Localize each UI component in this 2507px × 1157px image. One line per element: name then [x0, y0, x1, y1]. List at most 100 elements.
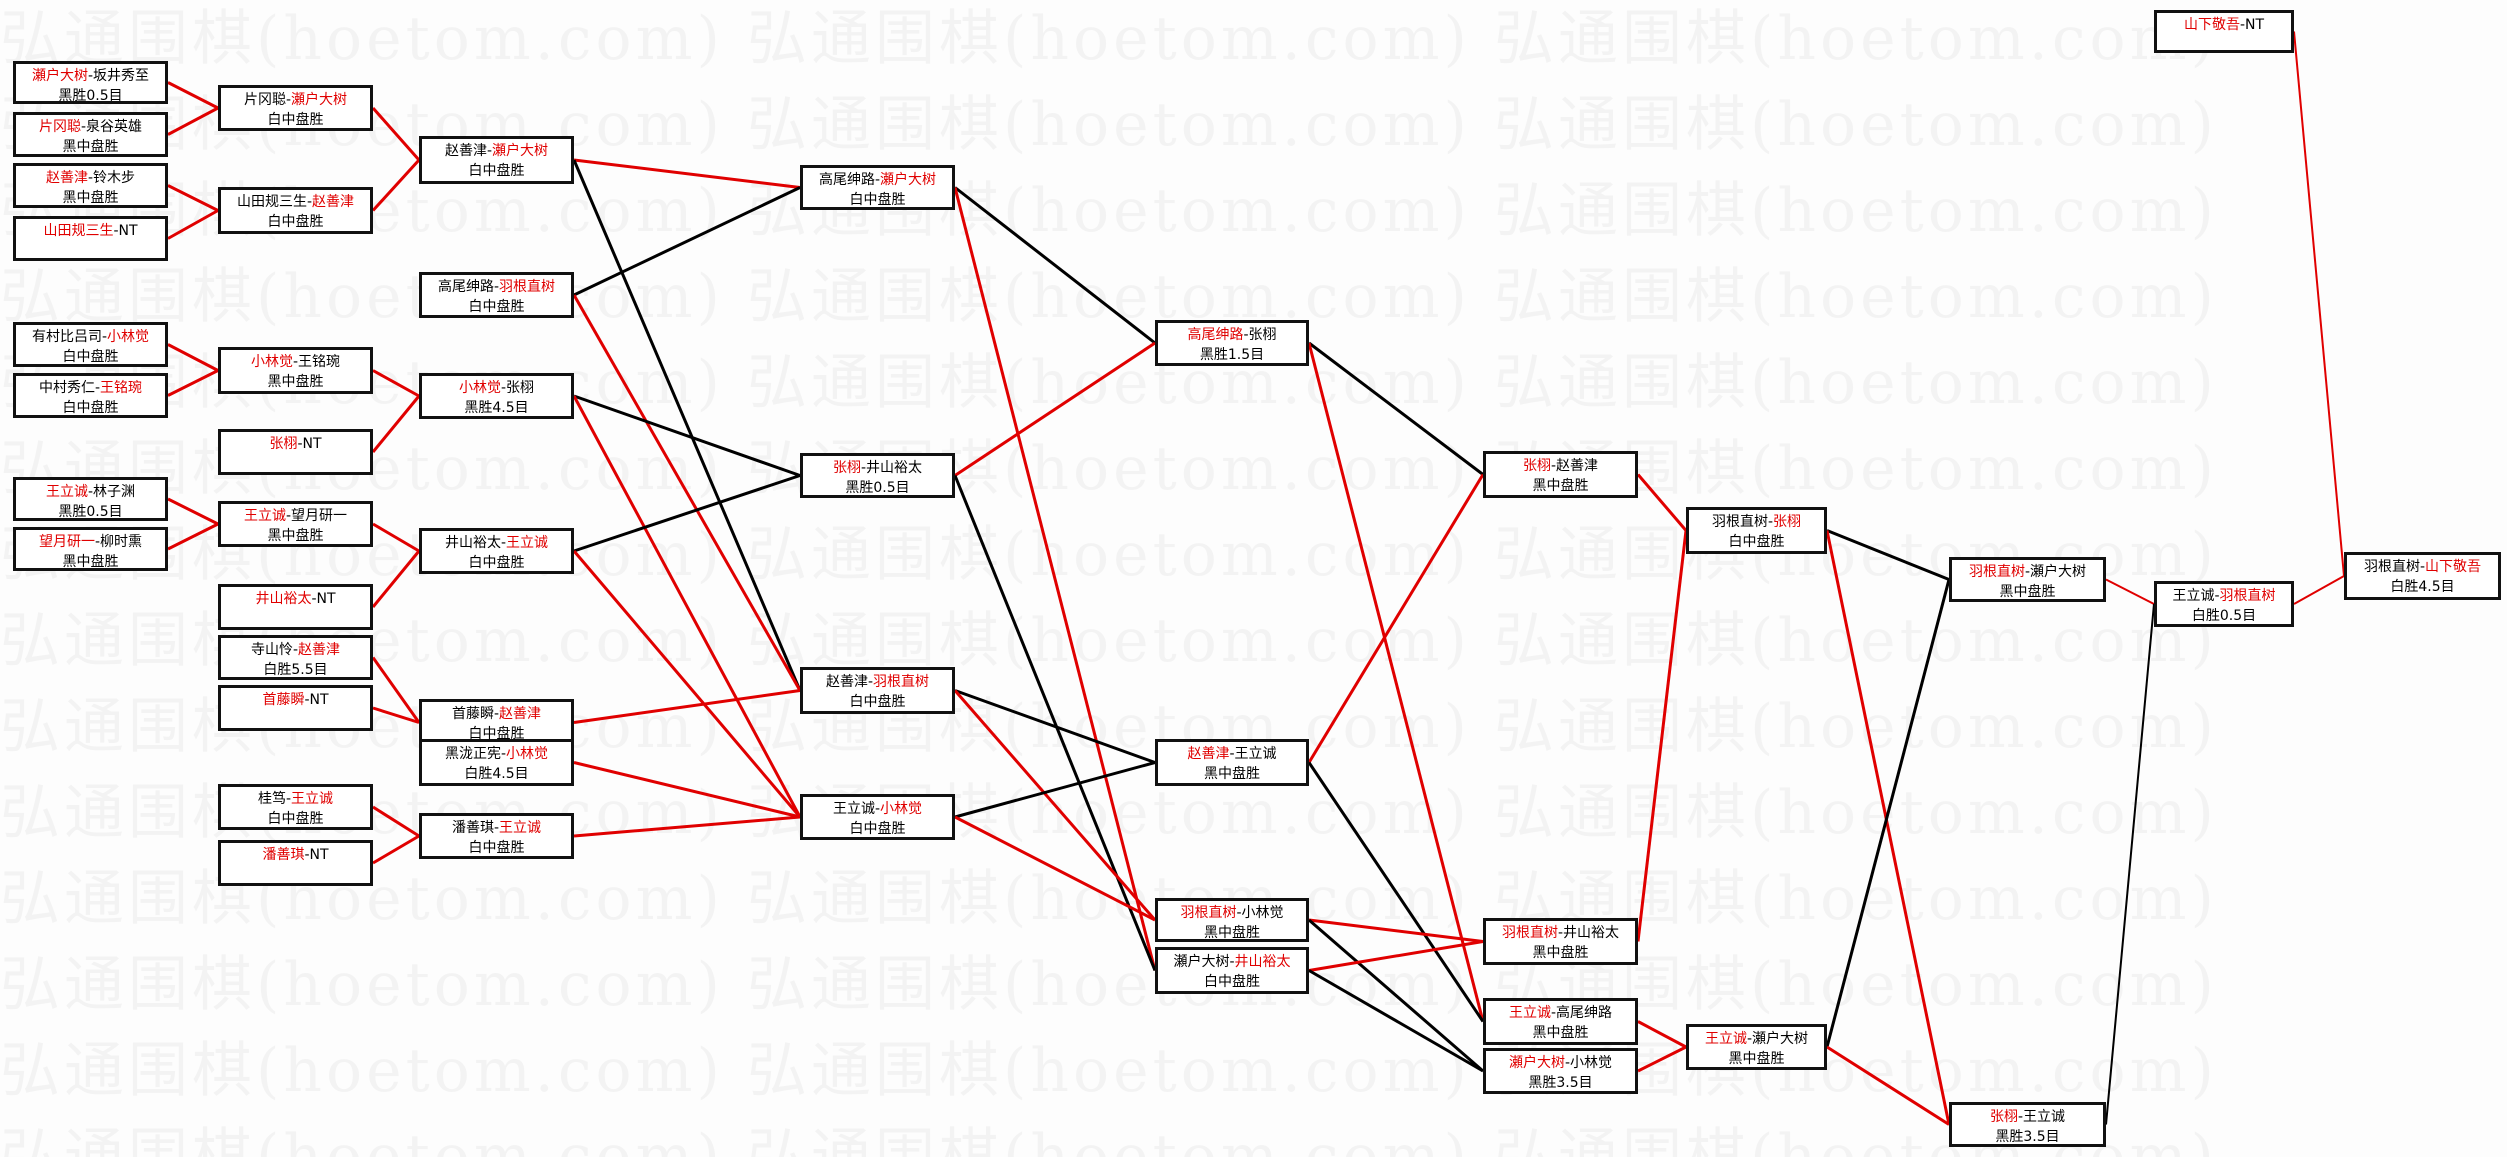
separator: - [1746, 1031, 1753, 1047]
loser-line [1826, 529, 1950, 581]
player-1: 潘善琪 [451, 820, 494, 836]
separator: - [500, 535, 507, 551]
match-players: 小林觉-王铭琬 [221, 352, 370, 372]
match-result: 白中盘胜 [468, 163, 525, 179]
player-1: 张栩 [832, 460, 861, 476]
player-1: 高尾绅路 [1187, 327, 1244, 343]
winner-line [1307, 342, 1485, 1022]
match-box: 瀬户大树-坂井秀至黑胜0.5目 [13, 61, 168, 104]
separator: - [87, 68, 94, 84]
match-box: 王立诚-高尾绅路 黑中盘胜 [1483, 998, 1638, 1045]
player-2: 王铭琬 [298, 354, 341, 370]
match-box: 张栩-井山裕太 黑胜0.5目 [800, 453, 955, 498]
winner-line [1636, 530, 1688, 942]
player-1: 王立诚 [832, 801, 875, 817]
winner-line [372, 706, 420, 724]
match-box: 高尾绅路-张栩黑胜1.5目 [1155, 320, 1309, 366]
separator: - [2017, 1109, 2024, 1125]
match-players: 黑泷正宪-小林觉 [422, 744, 571, 764]
match-result: 黑中盘胜 [267, 374, 324, 390]
player-1: 山下敬吾 [2183, 17, 2240, 33]
match-players: 首藤瞬-NT [221, 690, 370, 710]
winner-line [371, 158, 421, 212]
winner-line [167, 343, 219, 372]
player-2: 瀬户大树 [2030, 564, 2087, 580]
player-1: 潘善琪 [262, 847, 305, 863]
player-2: NT [316, 591, 336, 607]
match-players: 张栩-NT [221, 434, 370, 454]
player-1: 张栩 [1989, 1109, 2018, 1125]
winner-line [372, 369, 420, 398]
player-1: 赵善津 [1187, 746, 1230, 762]
match-box: 瀬户大树-井山裕太 白中盘胜 [1155, 947, 1309, 994]
match-box: 张栩-赵善津 黑中盘胜 [1483, 451, 1638, 498]
match-players: 赵善津-王立诚 [1158, 744, 1306, 764]
match-result: 白中盘胜 [267, 811, 324, 827]
separator: - [87, 484, 94, 500]
loser-line [573, 186, 801, 297]
match-box: 片冈聪-泉谷英雄 黑中盘胜 [13, 112, 168, 157]
match-box: 赵善津-瀬户大树 白中盘胜 [419, 136, 574, 184]
match-box: 赵善津-王立诚 黑中盘胜 [1155, 739, 1309, 786]
winner-line [1637, 1045, 1687, 1073]
match-result: 黑中盘胜 [1728, 1051, 1785, 1067]
match-players: 高尾绅路-张栩 [1158, 325, 1306, 345]
winner-line [572, 550, 802, 818]
match-box: 羽根直树-张栩 白中盘胜 [1686, 507, 1827, 554]
match-box: 王立诚-林子渊 黑胜0.5目 [13, 477, 168, 521]
separator: - [285, 92, 292, 108]
separator: - [493, 706, 500, 722]
match-result: 黑胜3.5目 [1995, 1129, 2060, 1145]
player-1: 井山裕太 [444, 535, 501, 551]
winner-line [371, 395, 421, 453]
separator: - [94, 380, 101, 396]
player-1: 首藤瞬 [262, 692, 305, 708]
player-1: 望月研一 [38, 534, 95, 550]
separator: - [493, 279, 500, 295]
match-result: 白中盘胜 [267, 214, 324, 230]
player-1: 王立诚 [1704, 1031, 1747, 1047]
match-players: 望月研一-柳时熏 [16, 532, 165, 552]
loser-line [1825, 579, 1951, 1048]
loser-line [1307, 761, 1485, 1023]
player-2: 王铭琬 [100, 380, 143, 396]
separator: - [500, 746, 507, 762]
winner-line [953, 187, 1157, 971]
player-1: 赵善津 [444, 143, 487, 159]
match-box: 王立诚-小林觉 白中盘胜 [800, 794, 955, 840]
winner-line [573, 815, 801, 838]
player-2: 瀬户大树 [880, 172, 937, 188]
player-2: 王立诚 [1234, 746, 1277, 762]
loser-line [954, 689, 1156, 764]
match-box: 张栩-NT [218, 429, 373, 475]
match-box: 山田规三生-赵善津 白中盘胜 [218, 187, 373, 234]
match-result: 白胜4.5目 [464, 766, 529, 782]
winner-line [1636, 473, 1688, 532]
player-1: 王立诚 [2172, 588, 2215, 604]
separator: - [1229, 746, 1235, 762]
match-result: 白胜5.5目 [263, 662, 328, 678]
player-2: 赵善津 [298, 642, 341, 658]
player-2: 赵善津 [499, 706, 542, 722]
match-box: 赵善津-铃木步 黑中盘胜 [13, 163, 168, 208]
match-result: 黑胜0.5目 [58, 88, 123, 104]
match-players: 羽根直树-小林觉 [1158, 903, 1306, 923]
match-players: 瀬户大树-坂井秀至 [16, 66, 165, 86]
player-1: 中村秀仁 [38, 380, 95, 396]
match-result: 黑胜1.5目 [1199, 347, 1265, 363]
player-1: 张栩 [269, 436, 298, 452]
match-box: 望月研一-柳时熏 黑中盘胜 [13, 527, 168, 571]
player-1: 瀬户大树 [1173, 954, 1230, 970]
match-box: 羽根直树-山下敬吾 白胜4.5目 [2344, 552, 2501, 600]
match-players: 小林觉-张栩 [422, 378, 571, 398]
loser-line [1308, 341, 1484, 476]
match-players: 张栩-井山裕太 [803, 458, 952, 478]
separator: - [292, 354, 299, 370]
player-1: 高尾绅路 [818, 172, 875, 188]
match-result: 白中盘胜 [62, 349, 119, 365]
player-2: 赵善津 [1556, 458, 1599, 474]
match-players: 寺山怜-赵善津 [221, 640, 370, 660]
match-players: 高尾绅路-羽根直树 [422, 277, 571, 297]
player-1: 山田规三生 [43, 223, 114, 239]
separator: - [860, 460, 867, 476]
